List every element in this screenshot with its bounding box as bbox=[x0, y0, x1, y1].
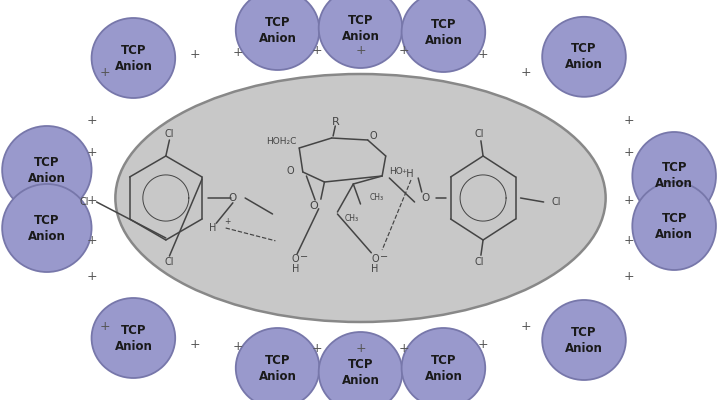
Text: +: + bbox=[399, 44, 409, 56]
Text: +: + bbox=[87, 270, 97, 282]
Ellipse shape bbox=[542, 17, 626, 97]
Ellipse shape bbox=[92, 18, 175, 98]
Text: +: + bbox=[624, 270, 634, 282]
Text: +: + bbox=[99, 320, 110, 332]
Text: TCP
Anion: TCP Anion bbox=[28, 156, 66, 184]
Text: TCP
Anion: TCP Anion bbox=[425, 18, 462, 46]
Text: +: + bbox=[478, 48, 488, 60]
Ellipse shape bbox=[632, 182, 716, 270]
Text: R: R bbox=[332, 117, 339, 127]
Ellipse shape bbox=[319, 332, 402, 400]
Text: +: + bbox=[224, 218, 230, 226]
Text: TCP
Anion: TCP Anion bbox=[655, 212, 693, 240]
Ellipse shape bbox=[402, 0, 485, 72]
Text: TCP
Anion: TCP Anion bbox=[115, 44, 152, 72]
Text: CH₃: CH₃ bbox=[369, 194, 384, 202]
Text: +: + bbox=[624, 146, 634, 158]
Text: O: O bbox=[309, 201, 318, 211]
Text: +: + bbox=[521, 66, 531, 78]
Ellipse shape bbox=[319, 0, 402, 68]
Text: Cl: Cl bbox=[79, 197, 89, 207]
Text: O: O bbox=[229, 193, 237, 203]
Text: TCP
Anion: TCP Anion bbox=[28, 214, 66, 242]
Text: TCP
Anion: TCP Anion bbox=[342, 14, 379, 42]
Text: H: H bbox=[371, 264, 379, 274]
Text: O: O bbox=[292, 254, 299, 264]
Ellipse shape bbox=[542, 300, 626, 380]
Text: +: + bbox=[87, 234, 97, 246]
Text: O: O bbox=[421, 193, 430, 203]
Ellipse shape bbox=[92, 298, 175, 378]
Text: TCP
Anion: TCP Anion bbox=[655, 162, 693, 190]
Text: +: + bbox=[624, 234, 634, 246]
Ellipse shape bbox=[632, 132, 716, 220]
Text: Cl: Cl bbox=[474, 129, 485, 139]
Text: +: + bbox=[312, 342, 322, 354]
Text: +: + bbox=[87, 194, 97, 206]
Text: O: O bbox=[370, 131, 377, 141]
Text: +: + bbox=[399, 342, 409, 354]
Text: −: − bbox=[300, 252, 309, 262]
Text: +: + bbox=[87, 114, 97, 126]
Text: TCP
Anion: TCP Anion bbox=[259, 16, 296, 44]
Text: TCP
Anion: TCP Anion bbox=[115, 324, 152, 352]
Text: +: + bbox=[624, 194, 634, 206]
Text: TCP
Anion: TCP Anion bbox=[342, 358, 379, 386]
Text: H: H bbox=[292, 264, 299, 274]
Text: +: + bbox=[233, 46, 243, 58]
Text: Cl: Cl bbox=[164, 257, 174, 267]
Text: O: O bbox=[371, 254, 379, 264]
Text: +: + bbox=[190, 48, 200, 60]
Ellipse shape bbox=[236, 0, 319, 70]
Text: +: + bbox=[233, 340, 243, 352]
Text: +: + bbox=[624, 114, 634, 126]
Ellipse shape bbox=[2, 184, 92, 272]
Ellipse shape bbox=[402, 328, 485, 400]
Text: TCP
Anion: TCP Anion bbox=[565, 42, 603, 71]
Text: +: + bbox=[355, 44, 366, 56]
Text: H: H bbox=[209, 223, 216, 233]
Ellipse shape bbox=[236, 328, 319, 400]
Text: +: + bbox=[521, 320, 531, 332]
Text: ⁺H: ⁺H bbox=[401, 169, 414, 179]
Text: TCP
Anion: TCP Anion bbox=[425, 354, 462, 382]
Text: +: + bbox=[87, 146, 97, 158]
Text: HOH₂C: HOH₂C bbox=[266, 138, 296, 146]
Text: +: + bbox=[478, 338, 488, 350]
Text: TCP
Anion: TCP Anion bbox=[565, 326, 603, 354]
Text: O: O bbox=[286, 166, 293, 176]
Text: −: − bbox=[379, 252, 388, 262]
Text: Cl: Cl bbox=[552, 197, 562, 207]
Ellipse shape bbox=[2, 126, 92, 214]
Text: Cl: Cl bbox=[474, 257, 485, 267]
Ellipse shape bbox=[115, 74, 606, 322]
Text: Cl: Cl bbox=[164, 129, 174, 139]
Text: HO: HO bbox=[389, 168, 403, 176]
Text: TCP
Anion: TCP Anion bbox=[259, 354, 296, 382]
Text: CH₃: CH₃ bbox=[345, 214, 359, 222]
Text: +: + bbox=[99, 66, 110, 78]
Text: +: + bbox=[190, 338, 200, 350]
Text: +: + bbox=[355, 342, 366, 355]
Text: +: + bbox=[312, 44, 322, 56]
